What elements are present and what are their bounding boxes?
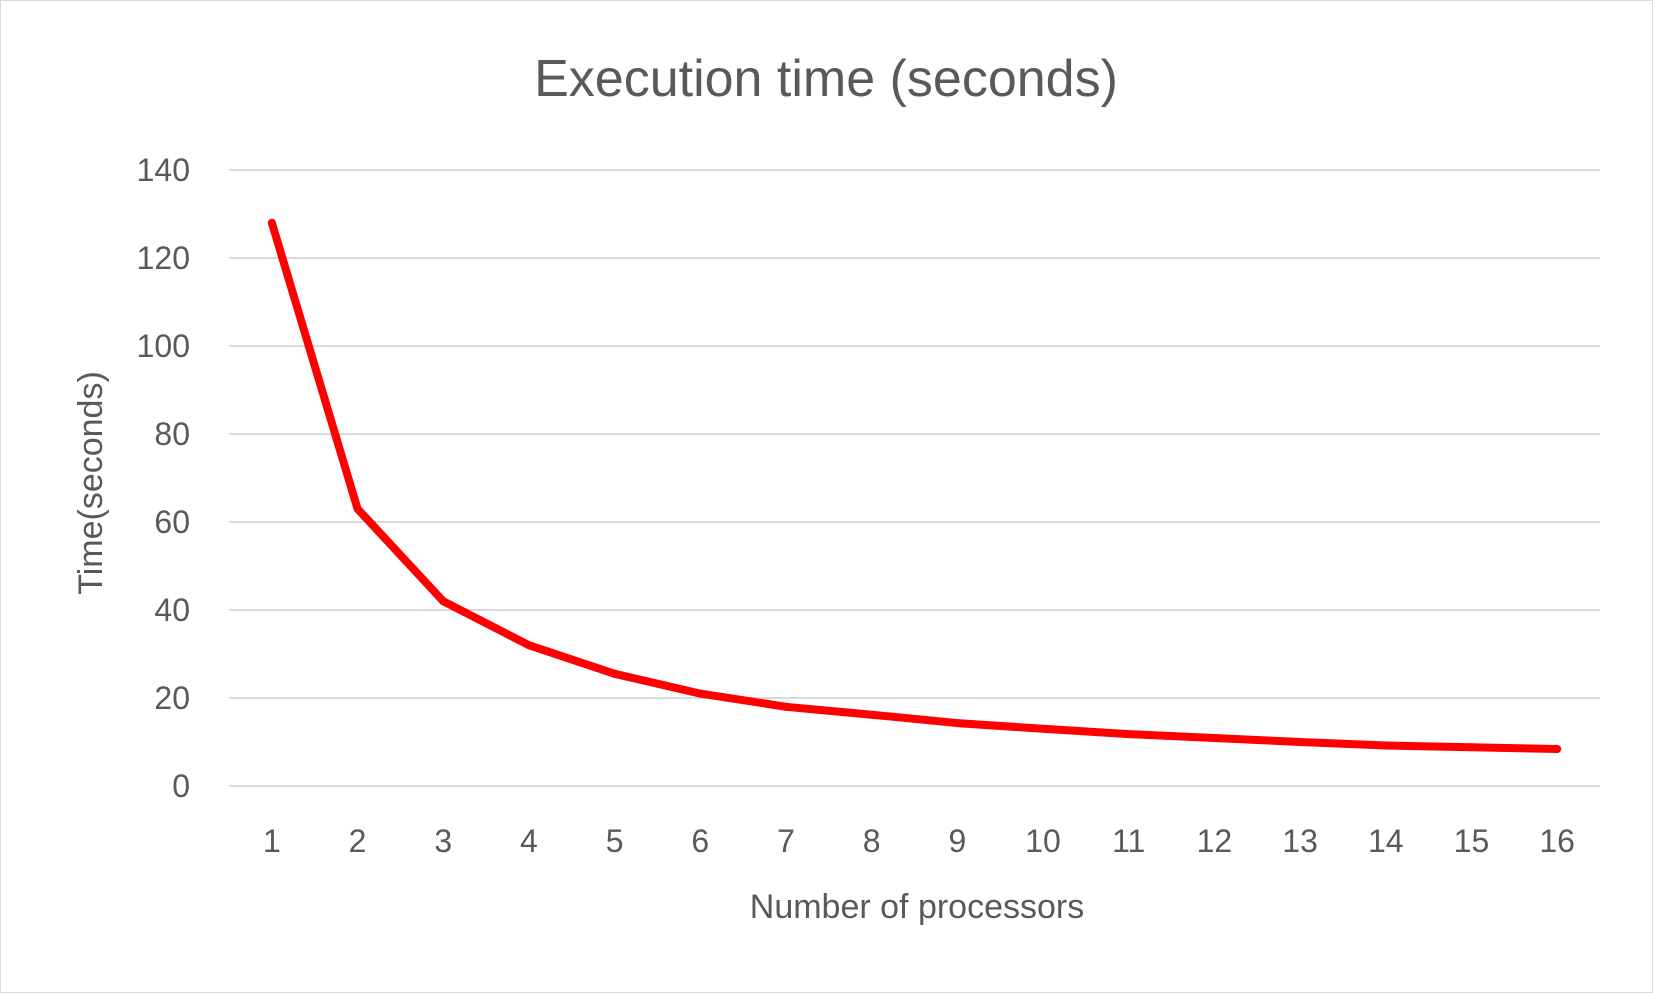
- series-layer: [267, 218, 1562, 754]
- x-axis-ticks: 1 2 3 4 5 6 7 8 9 10 11 12 13 14 15 16: [263, 823, 1575, 859]
- y-tick-label: 80: [154, 416, 190, 452]
- data-point: [1381, 741, 1390, 750]
- y-axis-label: Time(seconds): [72, 371, 110, 595]
- data-point: [524, 641, 533, 650]
- x-tick-label: 16: [1539, 823, 1575, 859]
- y-tick-label: 0: [172, 768, 190, 804]
- x-tick-label: 6: [691, 823, 709, 859]
- data-point: [1039, 724, 1048, 733]
- y-tick-label: 20: [154, 680, 190, 716]
- y-tick-label: 40: [154, 592, 190, 628]
- x-tick-label: 11: [1112, 823, 1145, 859]
- data-point: [1124, 730, 1133, 739]
- y-tick-label: 140: [137, 152, 190, 188]
- x-tick-label: 1: [263, 823, 281, 859]
- chart-title: Execution time (seconds): [534, 50, 1118, 108]
- y-tick-label: 120: [137, 240, 190, 276]
- data-point: [267, 218, 276, 227]
- x-tick-label: 2: [349, 823, 367, 859]
- data-point: [353, 504, 362, 513]
- data-point: [953, 719, 962, 728]
- x-tick-label: 15: [1454, 823, 1490, 859]
- x-tick-label: 8: [863, 823, 881, 859]
- gridlines: [229, 169, 1600, 787]
- y-tick-label: 60: [154, 504, 190, 540]
- x-tick-label: 10: [1025, 823, 1061, 859]
- x-tick-label: 9: [948, 823, 966, 859]
- data-point: [439, 597, 448, 606]
- y-tick-label: 100: [137, 328, 190, 364]
- x-tick-label: 3: [434, 823, 452, 859]
- x-tick-label: 14: [1368, 823, 1404, 859]
- y-axis-ticks: 0 20 40 60 80 100 120 140: [137, 152, 190, 804]
- x-tick-label: 4: [520, 823, 538, 859]
- data-point: [1296, 738, 1305, 746]
- data-point: [867, 710, 876, 719]
- data-point: [1553, 745, 1562, 754]
- x-tick-label: 5: [606, 823, 624, 859]
- series-line: [267, 218, 1562, 754]
- data-point: [781, 702, 790, 711]
- data-point: [610, 669, 619, 678]
- x-axis-label: Number of processors: [750, 888, 1084, 926]
- data-point: [1467, 743, 1476, 752]
- x-tick-label: 7: [777, 823, 795, 859]
- data-point: [696, 689, 705, 698]
- x-tick-label: 13: [1282, 823, 1318, 859]
- x-tick-label: 12: [1197, 823, 1233, 859]
- data-point: [1210, 734, 1219, 743]
